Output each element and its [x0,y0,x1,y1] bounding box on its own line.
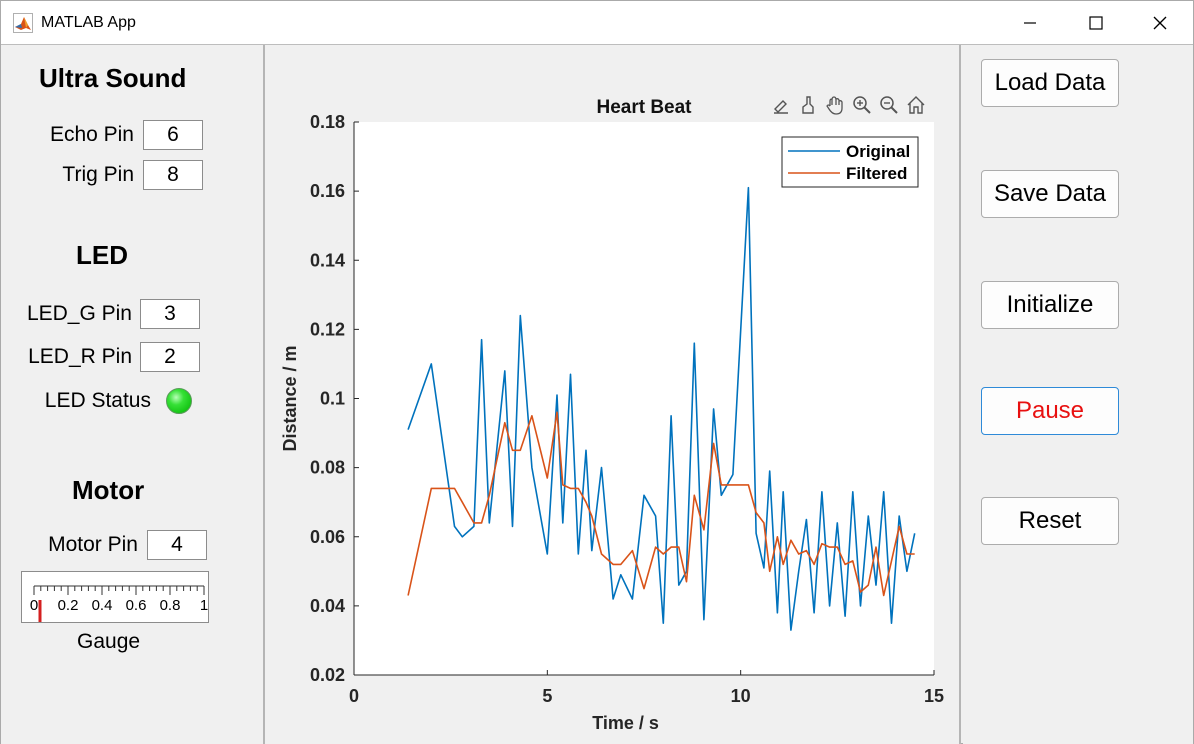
x-tick-label: 15 [924,686,944,706]
y-tick-label: 0.12 [310,319,345,339]
chart-title: Heart Beat [596,97,692,118]
home-icon[interactable] [907,96,925,114]
matlab-logo-icon [13,13,33,33]
led-status-label: LED Status [44,389,151,412]
motor-title: Motor [72,475,145,505]
x-tick-label: 10 [731,686,751,706]
trig-pin-field[interactable]: 8 [143,160,203,190]
echo-pin-label: Echo Pin [49,123,134,146]
right-panel: Load Data Save Data Initialize Pause Res… [963,45,1193,744]
legend-box [781,136,919,188]
y-axis-label: Distance / m [280,345,300,451]
y-tick-label: 0.02 [310,665,345,685]
ultrasound-title: Ultra Sound [39,63,187,93]
load-data-button[interactable]: Load Data [981,59,1119,107]
motor-pin-field[interactable]: 4 [147,530,207,560]
save-data-button[interactable]: Save Data [981,170,1119,218]
legend-entry: Original [846,142,910,161]
y-tick-label: 0.16 [310,181,345,201]
y-tick-label: 0.14 [310,250,345,270]
gauge-tick-label: 1 [200,597,208,614]
legend-entry: Filtered [846,164,907,183]
echo-pin-field[interactable]: 6 [143,120,203,150]
led-g-pin-label: LED_G Pin [26,302,132,325]
y-tick-label: 0.1 [320,389,345,409]
led-r-pin-field[interactable]: 2 [140,342,200,372]
gauge-tick-label: 0.2 [58,597,79,614]
gauge-tick-label: 0.4 [92,597,113,614]
maximize-icon [1089,16,1103,30]
plot-area [354,122,934,675]
brush-edit-icon[interactable] [774,100,788,114]
series-line-original [407,186,916,631]
motor-pin-label: Motor Pin [48,533,138,556]
x-axis-label: Time / s [592,713,659,733]
zoom-out-icon[interactable] [880,96,898,114]
y-tick-label: 0.18 [310,112,345,132]
trig-pin-label: Trig Pin [62,163,134,186]
led-r-pin-label: LED_R Pin [28,345,132,368]
x-tick-label: 5 [542,686,552,706]
gauge-tick-label: 0 [30,597,38,614]
left-panel: Ultra Sound Echo Pin 6 Trig Pin 8 LED LE… [1,45,265,744]
motor-gauge: 0 0.2 0.4 0.6 0.8 1 [21,571,209,623]
y-tick-label: 0.06 [310,527,345,547]
reset-button[interactable]: Reset [981,497,1119,545]
led-g-pin-field[interactable]: 3 [140,299,200,329]
pause-button[interactable]: Pause [981,387,1119,435]
led-title: LED [76,240,128,270]
close-icon [1153,16,1167,30]
gauge-caption: Gauge [77,630,141,653]
title-bar: MATLAB App [1,1,1193,45]
window-title: MATLAB App [41,14,136,31]
heart-beat-chart[interactable]: 0.02 0.04 0.06 0.08 0.1 0.12 0.14 0.16 0.18 0 5 10 1… [265,45,959,744]
maximize-button[interactable] [1063,1,1129,45]
plot-panel: 0.02 0.04 0.06 0.08 0.1 0.12 0.14 0.16 0.18 0 5 10 1… [265,45,961,744]
led-status-lamp [166,388,192,414]
series-line-filtered [407,411,915,597]
minimize-button[interactable] [997,1,1063,45]
gauge-scale: 0 0.2 0.4 0.6 0.8 1 [30,585,208,622]
y-tick-label: 0.04 [310,596,345,616]
initialize-button[interactable]: Initialize [981,281,1119,329]
zoom-in-icon[interactable] [853,96,871,114]
close-button[interactable] [1127,1,1193,45]
pan-hand-icon[interactable] [826,96,843,115]
gauge-tick-label: 0.8 [160,597,181,614]
y-tick-label: 0.08 [310,458,345,478]
data-brush-icon[interactable] [802,96,814,114]
minimize-icon [1024,22,1036,24]
x-tick-label: 0 [349,686,359,706]
gauge-tick-label: 0.6 [126,597,147,614]
